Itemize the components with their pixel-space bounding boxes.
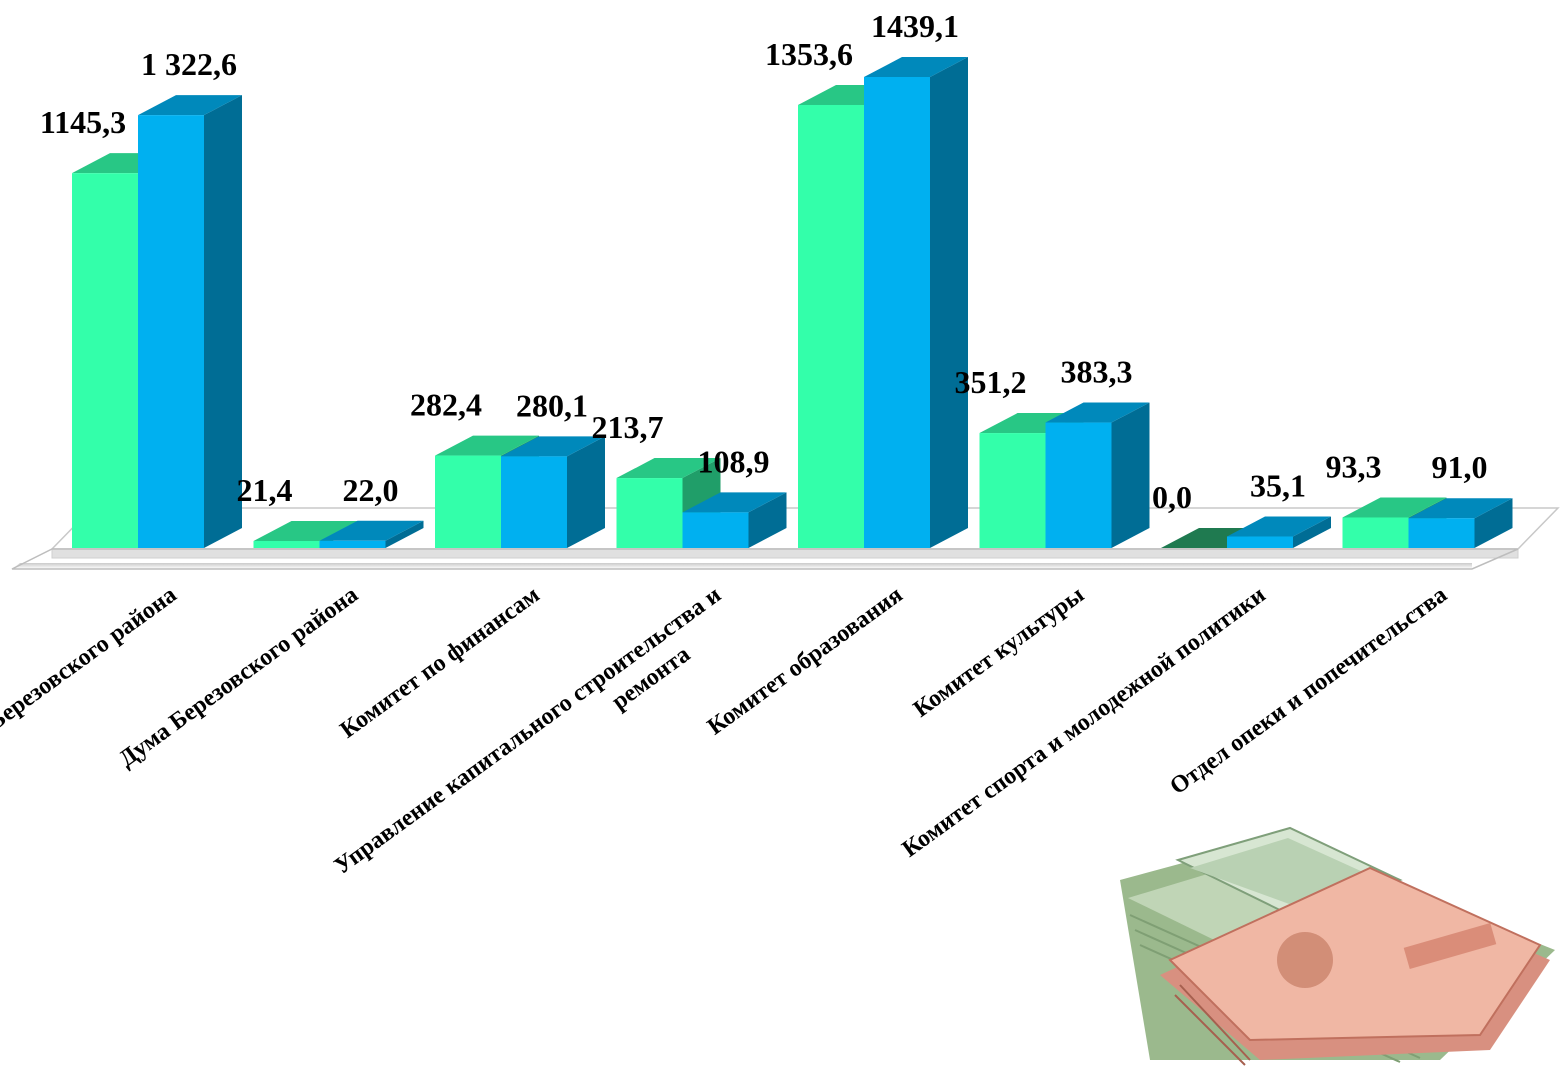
banknotes-icon <box>1120 826 1555 1066</box>
category-label-7: Комитет спорта и молодежной политики <box>898 582 1271 863</box>
bar-4-series-2 <box>682 492 787 548</box>
bar-7-series-2 <box>1227 516 1331 548</box>
value-label-5-series-1: 1353,6 <box>765 36 853 72</box>
bar-8-series-2 <box>1408 498 1513 548</box>
value-label-1-series-2: 1 322,6 <box>141 46 237 82</box>
category-label-3: Комитет по финансам <box>336 582 545 744</box>
bar-6-series-2 <box>1045 402 1150 548</box>
value-label-8-series-2: 91,0 <box>1432 449 1488 485</box>
value-label-2-series-2: 22,0 <box>343 472 399 508</box>
category-label-5: Комитет образования <box>703 582 908 741</box>
value-label-8-series-1: 93,3 <box>1326 448 1382 484</box>
value-label-7-series-2: 35,1 <box>1250 468 1306 504</box>
bar-3-series-2 <box>501 436 605 548</box>
category-label-1: Администрация Березовского района <box>0 582 182 843</box>
bar-1-series-2 <box>138 95 242 549</box>
bar-5-series-2 <box>864 57 968 548</box>
value-label-3-series-1: 282,4 <box>410 387 482 423</box>
value-label-2-series-1: 21,4 <box>237 472 293 508</box>
value-label-5-series-2: 1439,1 <box>871 8 959 44</box>
value-label-6-series-2: 383,3 <box>1061 354 1133 390</box>
category-label-8: Отдел опеки и попечительства <box>1165 582 1452 800</box>
category-label-6: Комитет культуры <box>909 582 1089 723</box>
bars-layer <box>72 57 1513 549</box>
value-label-7-series-1: 0,0 <box>1152 479 1192 515</box>
bar-2-series-2 <box>319 520 424 548</box>
value-label-4-series-2: 108,9 <box>698 443 770 479</box>
value-label-4-series-1: 213,7 <box>592 409 664 445</box>
value-label-1-series-1: 1145,3 <box>40 104 126 140</box>
value-label-3-series-2: 280,1 <box>516 387 588 423</box>
value-label-6-series-1: 351,2 <box>955 364 1027 400</box>
category-label-4: Управление капитального строительства ир… <box>330 582 744 904</box>
